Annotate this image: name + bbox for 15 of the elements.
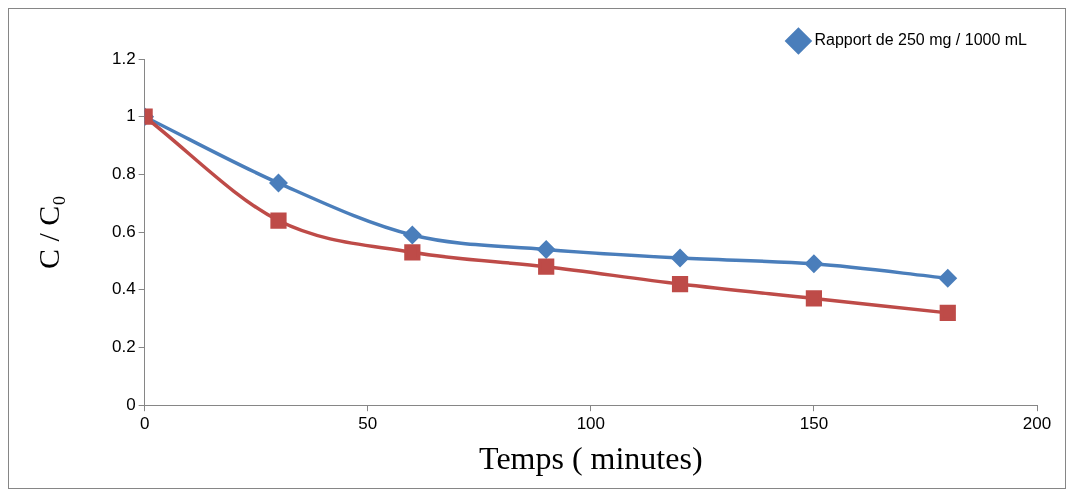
y-tick-label: 0.6: [111, 221, 136, 241]
x-tick-label: 0: [139, 414, 150, 434]
x-tick-label: 50: [358, 414, 378, 434]
x-tick-label: 150: [799, 414, 829, 434]
y-tick-label: 1.2: [111, 48, 136, 68]
y-axis-title: C / C₀: [31, 195, 65, 270]
y-tick-label: 0.2: [111, 337, 136, 357]
x-tick-label: 200: [1022, 414, 1052, 434]
y-tick-label: 0: [126, 394, 136, 414]
legend-label: Rapport de 250 mg / 1000 mL: [814, 31, 1028, 49]
y-tick-label: 0.4: [111, 279, 136, 299]
x-tick-label: 100: [576, 414, 605, 434]
x-axis-title: Temps ( minutes): [479, 440, 703, 477]
y-tick-label: 0.8: [111, 164, 136, 184]
y-tick-label: 1: [126, 106, 136, 126]
